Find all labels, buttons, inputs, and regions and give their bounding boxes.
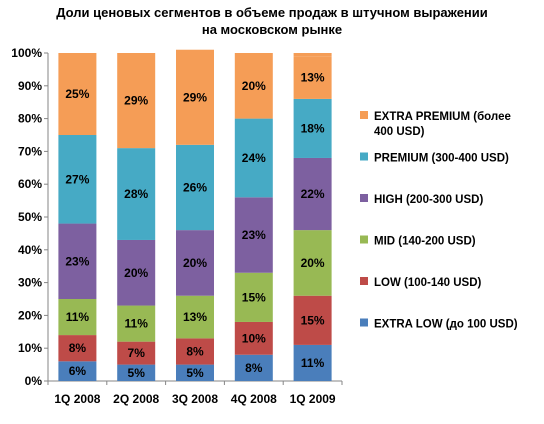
data-label: 27% [65,172,89,186]
y-tick-label: 100% [11,46,42,60]
bar-segment [234,272,273,322]
bar-segment [176,295,214,339]
data-label: 15% [301,313,325,327]
bar-segment-remainder [293,53,332,57]
data-label: 8% [245,361,263,375]
y-tick-label: 0% [25,374,43,388]
data-label: 29% [183,90,207,104]
legend-label: PREMIUM (300-400 USD) [374,153,509,165]
x-tick-label: 1Q 2008 [54,392,100,406]
legend-label: LOW (100-140 USD) [374,277,482,289]
data-label: 6% [69,364,87,378]
data-label: 11% [66,310,90,324]
data-label: 26% [183,180,207,194]
legend-swatch [360,318,368,327]
data-label: 23% [65,254,89,268]
y-tick-label: 10% [18,341,42,355]
x-tick-label: 4Q 2008 [231,392,277,406]
y-tick-label: 20% [18,308,42,322]
bar-segment [117,364,156,381]
bar-segment [176,364,214,381]
bar-segment [117,239,156,306]
data-label: 20% [183,256,207,270]
y-tick-label: 30% [18,276,42,290]
data-label: 29% [124,94,148,108]
legend-label: MID (140-200 USD) [374,236,476,248]
data-label: 5% [128,366,146,380]
bar-segment [58,299,97,336]
legend-swatch [360,277,368,285]
y-tick-label: 60% [18,177,42,191]
legend-label: EXTRA LOW (до 100 USD) [374,319,518,331]
bar-segment [117,53,156,149]
bar-segment [176,144,214,231]
data-label: 20% [301,256,325,270]
bar-segment [293,157,332,231]
bar-segment [234,321,273,355]
data-label: 10% [242,331,266,345]
bar-segment [117,148,156,240]
data-label: 8% [69,341,87,355]
legend-label: 400 USD) [374,126,425,138]
bar-segment [176,338,214,365]
data-label: 20% [124,266,148,280]
legend-swatch [360,235,368,244]
bar-segment [58,53,97,135]
y-tick-label: 90% [18,79,42,93]
chart-title-line-1: Доли ценовых сегментов в объеме продаж в… [56,5,488,20]
data-label: 25% [65,87,89,101]
data-label: 28% [124,187,148,201]
bar-segment [176,230,214,296]
bar-segment [293,344,332,381]
y-tick-label: 50% [18,210,42,224]
y-tick-label: 80% [18,112,42,126]
x-tick-label: 1Q 2009 [290,392,336,406]
data-label: 18% [301,121,325,135]
bar-segment [234,197,273,273]
legend-swatch [360,194,368,202]
data-label: 11% [301,356,325,370]
data-label: 7% [128,346,146,360]
bar-segment [176,49,214,145]
data-label: 20% [242,79,266,93]
bar-segment [293,98,332,158]
y-tick-label: 40% [18,243,42,257]
bar-segment [117,305,156,342]
data-label: 24% [242,151,266,165]
x-tick-label: 2Q 2008 [113,392,159,406]
data-label: 13% [183,310,207,324]
bar-segment [58,335,97,362]
x-tick-label: 3Q 2008 [172,392,218,406]
data-label: 23% [242,228,266,242]
bar-segment [293,230,332,296]
bar-segment [293,295,332,345]
bar-segment [293,56,332,99]
data-label: 15% [242,290,266,304]
chart-title-line-2: на московском рынке [201,22,343,37]
data-label: 22% [301,187,325,201]
bar-segment [58,135,97,224]
bar-segment [58,361,97,381]
y-tick-label: 70% [18,144,42,158]
bar-segment [234,354,273,381]
legend-swatch [360,152,368,161]
data-label: 11% [125,317,149,331]
bar-segment [234,118,273,198]
data-label: 8% [186,344,204,358]
bar-segment [58,223,97,299]
legend-label: HIGH (200-300 USD) [374,194,483,206]
data-label: 13% [301,71,325,85]
bar-segment [234,53,273,119]
legend-label: EXTRA PREMIUM (более [374,111,511,123]
legend-swatch [360,111,368,119]
data-label: 5% [186,366,204,380]
chart-title: Доли ценовых сегментов в объеме продаж в… [0,4,544,38]
bar-segment [117,341,156,365]
